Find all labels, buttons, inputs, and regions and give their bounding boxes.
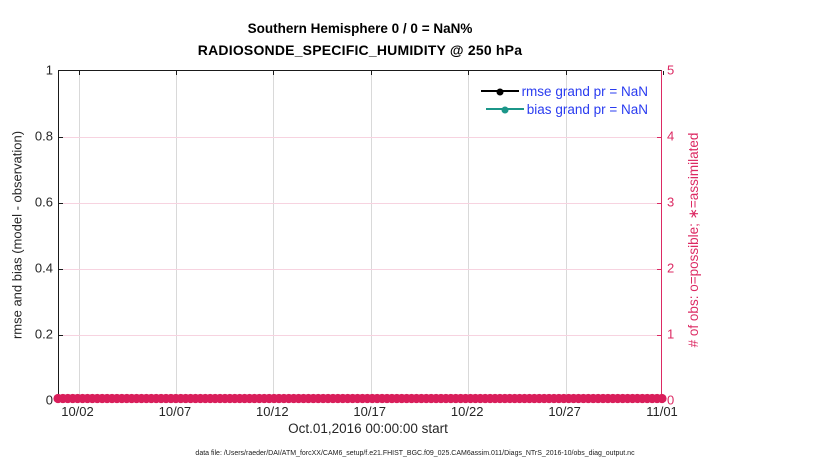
- horizontal-gridline: [59, 269, 661, 270]
- vertical-gridline: [175, 71, 177, 399]
- x-tick-mark-top: [565, 71, 567, 75]
- right-axis-label: # of obs: o=possible; ∗=assimilated: [686, 132, 701, 348]
- vertical-gridline: [370, 71, 372, 399]
- x-tick-label: 10/02: [61, 404, 94, 419]
- x-tick-mark-top: [663, 71, 664, 75]
- chart-title: Southern Hemisphere 0 / 0 = NaN%: [247, 21, 473, 36]
- x-tick-label: 10/22: [450, 404, 484, 419]
- x-tick-mark-top: [370, 71, 372, 75]
- obs-marker: [657, 393, 667, 404]
- vertical-gridline: [273, 71, 275, 399]
- x-tick-mark-top: [175, 71, 177, 75]
- left-tick-label: 0: [45, 392, 53, 408]
- right-tick-label: 5: [667, 62, 675, 78]
- vertical-gridline: [565, 71, 567, 399]
- left-tick-label: 0.4: [34, 260, 53, 276]
- legend-line-sample: [485, 106, 524, 114]
- chart-subtitle: RADIOSONDE_SPECIFIC_HUMIDITY @ 250 hPa: [197, 42, 523, 58]
- right-tick-label: 3: [667, 194, 675, 210]
- obs-marker-band: [53, 393, 667, 404]
- left-tick-label: 1: [45, 62, 53, 78]
- horizontal-gridline: [59, 203, 661, 204]
- left-tick-mark: [59, 137, 63, 138]
- legend: rmse grand pr = NaN bias grand pr = NaN: [480, 82, 648, 118]
- right-tick-label: 2: [667, 260, 675, 276]
- x-tick-mark-top: [78, 71, 80, 75]
- x-tick-mark-top: [468, 71, 470, 75]
- legend-item: bias grand pr = NaN: [485, 100, 648, 118]
- horizontal-gridline: [59, 137, 661, 138]
- left-tick-label: 0.2: [34, 326, 53, 342]
- left-tick-mark: [59, 203, 63, 204]
- x-tick-label: 10/12: [256, 404, 289, 419]
- x-tick-mark-top: [273, 71, 275, 75]
- legend-item-label: rmse grand pr = NaN: [521, 83, 648, 99]
- data-file-path: data file: /Users/raeder/DAI/ATM_forcXX/…: [195, 450, 635, 457]
- x-tick-label: 10/07: [158, 404, 192, 419]
- plot-area: [58, 70, 664, 400]
- x-axis-label: Oct.01,2016 00:00:00 start: [288, 421, 448, 436]
- right-tick-mark: [657, 269, 661, 270]
- right-tick-label: 4: [667, 128, 675, 144]
- right-tick-mark: [657, 203, 661, 204]
- left-tick-label: 0.6: [34, 194, 53, 210]
- right-tick-label: 1: [667, 326, 675, 342]
- left-tick-mark: [59, 335, 63, 336]
- right-tick-label: 0: [667, 392, 675, 408]
- horizontal-gridline: [59, 335, 661, 336]
- x-tick-label: 10/17: [353, 404, 386, 419]
- left-tick-label: 0.8: [34, 128, 53, 144]
- legend-item-label: bias grand pr = NaN: [526, 101, 648, 117]
- x-tick-label: 11/01: [646, 404, 678, 419]
- legend-item: rmse grand pr = NaN: [480, 82, 648, 100]
- legend-marker-dot: [496, 88, 504, 96]
- left-tick-mark: [59, 269, 63, 270]
- left-axis-label: rmse and bias (model - observation): [9, 130, 25, 340]
- legend-line-sample: [480, 88, 519, 96]
- title-block: Southern Hemisphere 0 / 0 = NaN% RADIOSO…: [58, 18, 662, 61]
- x-tick-label: 10/27: [548, 404, 581, 419]
- right-tick-mark: [657, 335, 661, 336]
- right-tick-mark: [657, 137, 661, 138]
- vertical-gridline: [468, 71, 470, 399]
- vertical-gridline: [78, 71, 80, 399]
- legend-marker-dot: [501, 106, 509, 114]
